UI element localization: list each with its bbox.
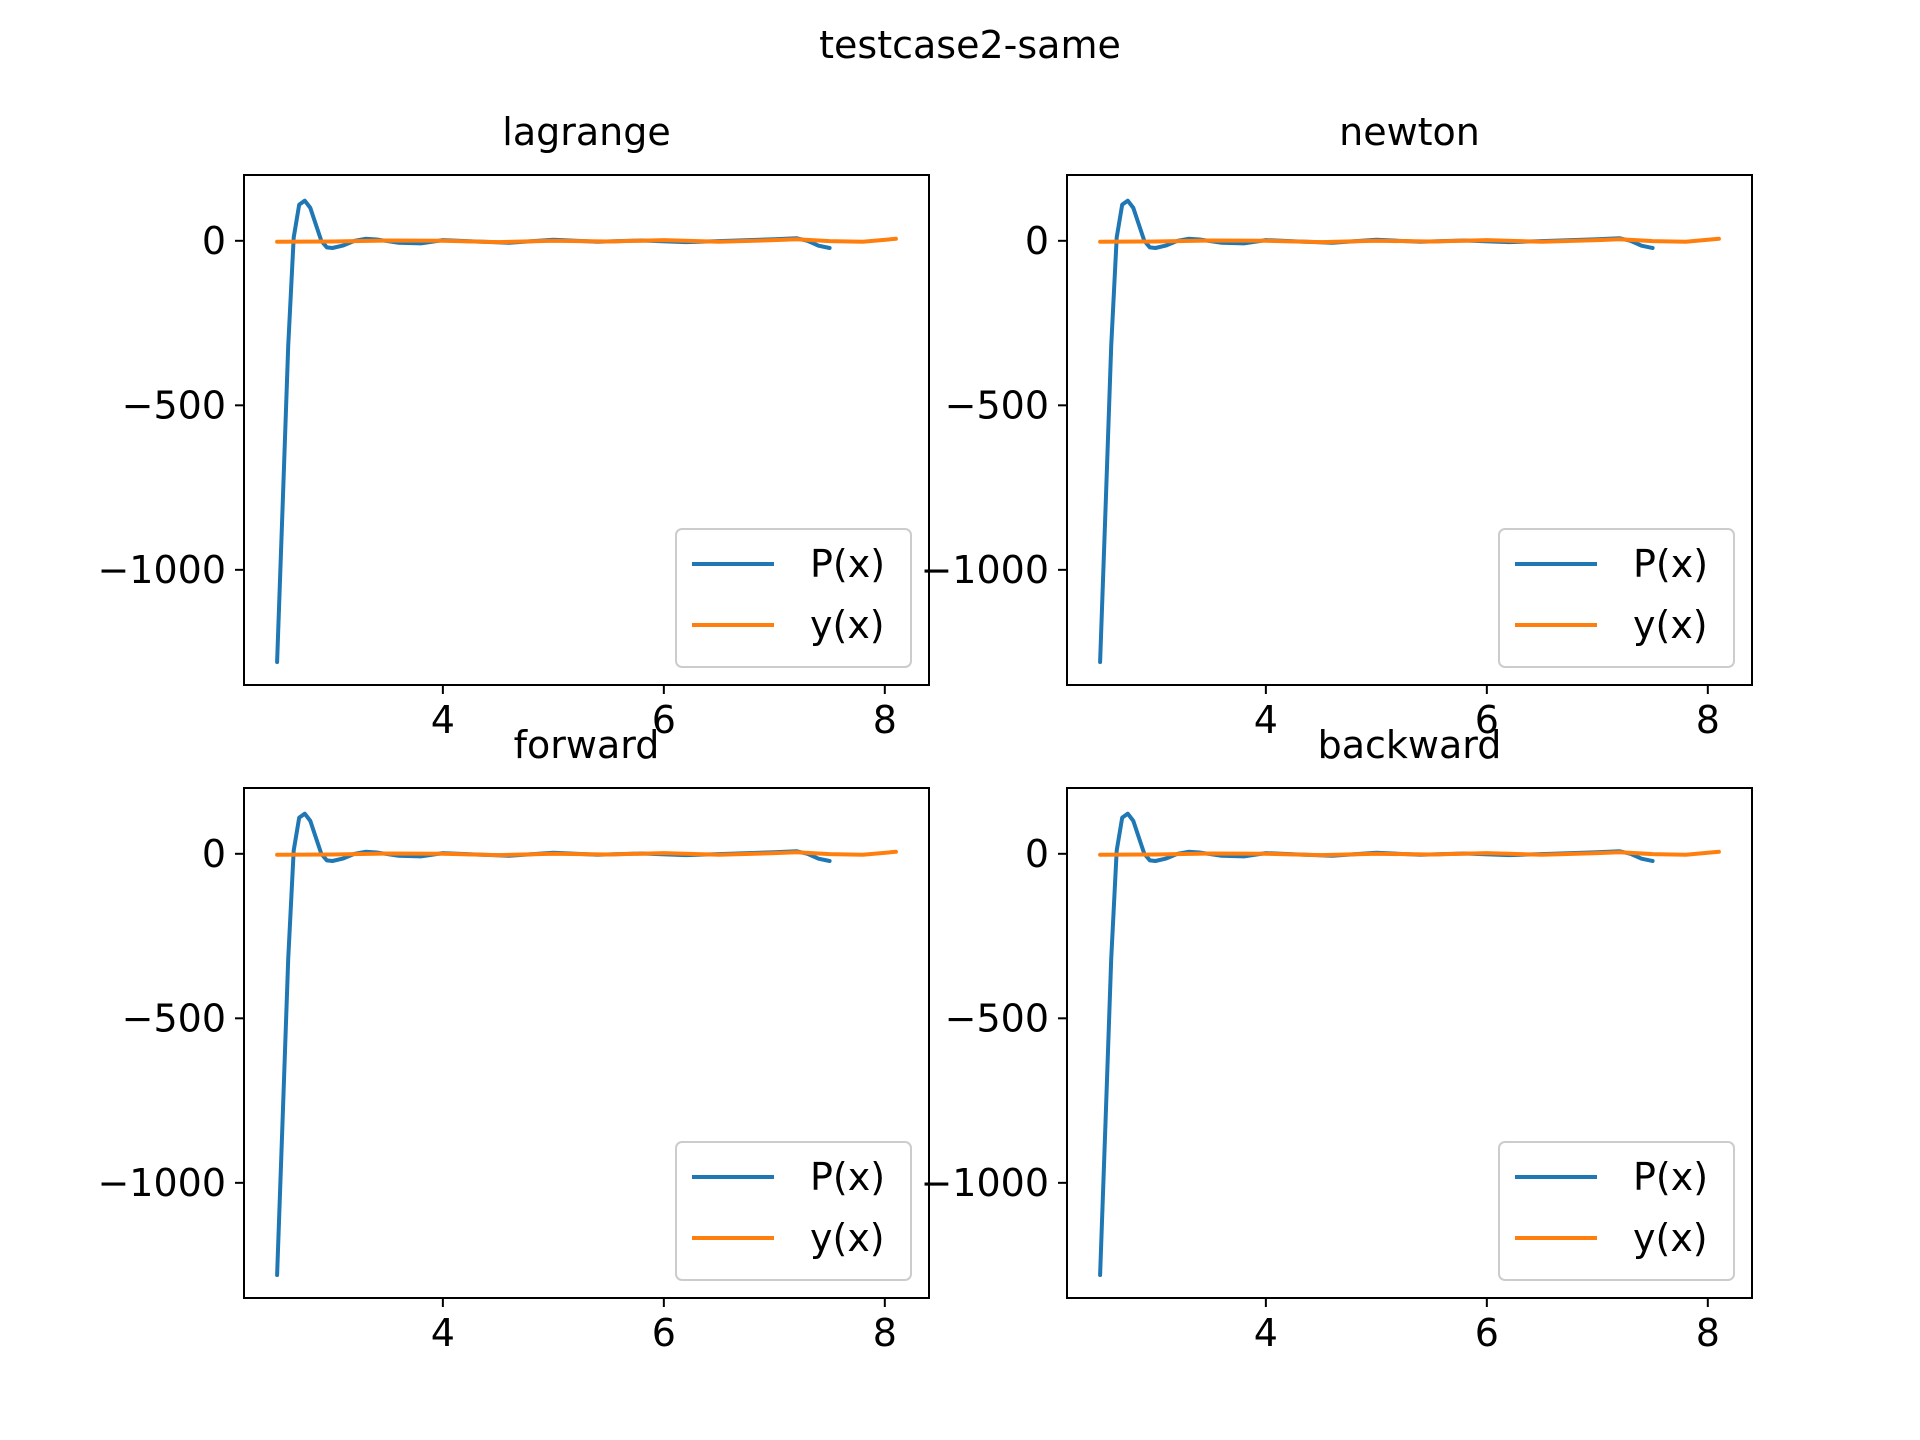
panel-forward: forward 4 6 8 0 −500 −1000 P(x) y(x) (97, 723, 930, 1355)
x-tick-label: 4 (431, 698, 455, 742)
x-tick-label: 8 (873, 1311, 897, 1355)
x-tick-label: 6 (1475, 698, 1499, 742)
y-tick-label: −1000 (97, 1161, 226, 1205)
series-line-yx (275, 849, 898, 858)
y-tick-label: 0 (1025, 832, 1049, 876)
legend-label: P(x) (810, 1155, 885, 1199)
legend-label: y(x) (1633, 603, 1708, 647)
legend-label: y(x) (810, 1216, 885, 1260)
x-tick-label: 6 (652, 1311, 676, 1355)
legend: P(x) y(x) (675, 528, 912, 668)
y-tick-label: −500 (945, 996, 1049, 1040)
y-tick-label: −1000 (97, 548, 226, 592)
y-tick-label: −500 (122, 996, 226, 1040)
y-tick-label: 0 (202, 219, 226, 263)
panel-title: forward (514, 723, 660, 767)
x-tick-label: 4 (1254, 698, 1278, 742)
y-tick-label: −500 (945, 383, 1049, 427)
panel-title: backward (1318, 723, 1502, 767)
x-tick-label: 8 (1696, 1311, 1720, 1355)
legend-label: y(x) (810, 603, 885, 647)
panel-title: newton (1339, 110, 1480, 154)
x-tick-label: 4 (1254, 1311, 1278, 1355)
panel-backward: backward 4 6 8 0 −500 −1000 P(x) y(x) (920, 723, 1753, 1355)
legend: P(x) y(x) (1498, 528, 1735, 668)
y-tick-label: −1000 (920, 548, 1049, 592)
x-tick-label: 6 (652, 698, 676, 742)
y-tick-label: 0 (202, 832, 226, 876)
y-tick-label: −1000 (920, 1161, 1049, 1205)
y-tick-label: 0 (1025, 219, 1049, 263)
x-tick-label: 8 (873, 698, 897, 742)
legend-label: y(x) (1633, 1216, 1708, 1260)
legend-label: P(x) (1633, 542, 1708, 586)
panel-title: lagrange (502, 110, 670, 154)
series-line-yx (1098, 236, 1721, 245)
panel-lagrange: lagrange 4 6 8 0 −500 −1000 P(x) y(x) (97, 110, 930, 742)
panel-newton: newton 4 6 8 0 −500 −1000 P(x) y(x) (920, 110, 1753, 742)
x-tick-label: 6 (1475, 1311, 1499, 1355)
x-tick-label: 4 (431, 1311, 455, 1355)
axes-frame (1066, 787, 1753, 1299)
axes-frame (1066, 174, 1753, 686)
y-tick-label: −500 (122, 383, 226, 427)
axes-frame (243, 174, 930, 686)
series-line-yx (1098, 849, 1721, 858)
figure-suptitle: testcase2-same (819, 23, 1121, 67)
axes-frame (243, 787, 930, 1299)
legend-label: P(x) (1633, 1155, 1708, 1199)
legend-label: P(x) (810, 542, 885, 586)
x-tick-label: 8 (1696, 698, 1720, 742)
series-line-yx (275, 236, 898, 245)
legend: P(x) y(x) (675, 1141, 912, 1281)
legend: P(x) y(x) (1498, 1141, 1735, 1281)
